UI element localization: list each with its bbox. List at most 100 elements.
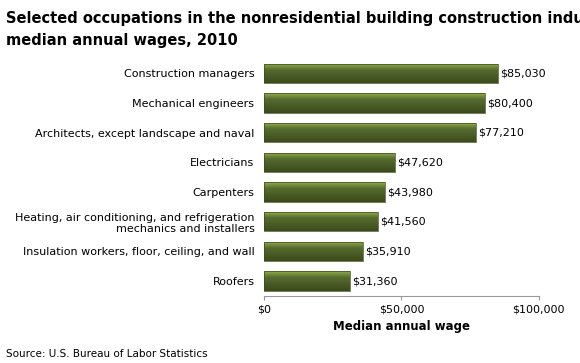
Bar [264,279,350,280]
Bar [264,153,395,172]
Bar [264,185,385,186]
Bar [264,68,498,69]
Bar [264,123,476,142]
Bar [264,226,378,227]
Bar [264,223,378,224]
Text: $35,910: $35,910 [365,246,411,256]
Bar [264,190,385,191]
Bar [264,93,485,113]
Text: $85,030: $85,030 [500,68,545,78]
Bar [264,109,485,110]
Bar [264,200,385,201]
Bar [264,141,476,142]
Bar [264,107,485,108]
Bar [264,191,385,192]
Bar [264,282,350,283]
Bar [264,187,385,188]
Bar [264,197,385,198]
Bar [264,196,385,197]
Bar [264,188,385,189]
Bar [264,217,378,218]
Bar [264,136,476,137]
Bar [264,252,363,253]
Bar [264,71,498,72]
Bar [264,106,485,107]
Bar [264,98,485,99]
Bar [264,221,378,222]
Bar [264,289,350,290]
Bar [264,250,363,251]
Bar [264,280,350,281]
Bar [264,193,385,194]
Bar [264,97,485,98]
Bar [264,96,485,97]
Bar [264,73,498,74]
Bar [264,67,498,68]
Bar [264,137,476,138]
Bar [264,102,485,103]
Bar [264,135,476,136]
Text: median annual wages, 2010: median annual wages, 2010 [6,33,238,48]
Bar [264,242,363,261]
Bar [264,290,350,291]
Bar [264,93,485,94]
Bar [264,76,498,77]
Bar [264,243,363,244]
Bar [264,251,363,252]
Bar [264,220,378,221]
Bar [264,82,498,83]
Bar [264,154,395,155]
Bar [264,95,485,96]
Bar [264,156,395,157]
Text: $80,400: $80,400 [487,98,533,108]
Bar [264,249,363,250]
Bar [264,159,395,160]
Bar [264,274,350,275]
Bar [264,171,395,172]
Bar [264,285,350,286]
Bar [264,153,395,154]
Bar [264,80,498,81]
Bar [264,227,378,228]
Bar [264,225,378,226]
Bar [264,72,498,73]
Bar [264,287,350,288]
Text: $77,210: $77,210 [478,128,524,138]
Bar [264,105,485,106]
Bar [264,218,378,219]
Bar [264,244,363,245]
Bar [264,186,385,187]
Bar [264,161,395,162]
Bar [264,247,363,248]
Bar [264,64,498,83]
Bar [264,79,498,80]
Bar [264,258,363,259]
Bar [264,77,498,78]
Bar [264,74,498,75]
Bar [264,215,378,216]
Bar [264,160,395,161]
Bar [264,257,363,258]
Bar [264,170,395,171]
Bar [264,230,378,231]
Bar [264,259,363,260]
Bar [264,126,476,127]
Bar [264,133,476,134]
Text: $43,980: $43,980 [387,187,433,197]
Bar [264,132,476,133]
Bar [264,94,485,95]
Bar [264,138,476,139]
Bar [264,275,350,276]
Bar [264,112,485,113]
Bar [264,108,485,109]
Bar [264,194,385,195]
Bar [264,254,363,255]
Bar [264,213,378,214]
Bar [264,212,378,231]
Bar [264,272,350,273]
Bar [264,184,385,185]
Bar [264,100,485,101]
Text: $47,620: $47,620 [397,158,443,167]
Bar [264,66,498,67]
Bar [264,228,378,229]
